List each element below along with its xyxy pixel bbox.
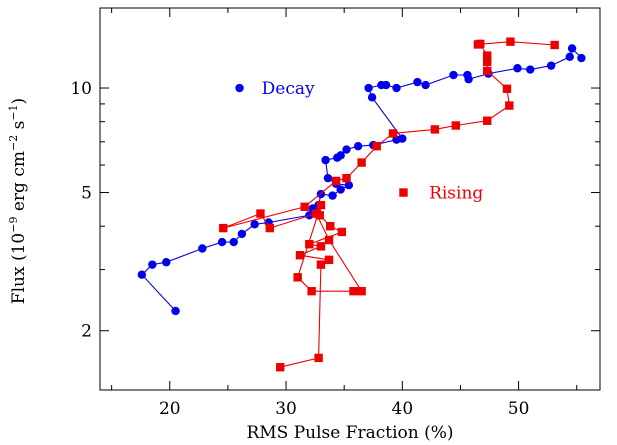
decay-point <box>449 70 458 80</box>
rising-point <box>349 286 358 296</box>
rising-point <box>324 235 334 245</box>
decay-point <box>567 44 577 53</box>
rising-point <box>502 84 512 93</box>
rising-legend-marker <box>399 188 408 197</box>
rising-point <box>316 242 326 251</box>
decay-series-line <box>141 47 582 312</box>
decay-point <box>336 151 345 160</box>
decay-point <box>392 83 401 93</box>
rising-point <box>312 209 321 218</box>
rising-point <box>372 141 381 151</box>
rising-point <box>326 221 335 231</box>
rising-point <box>295 251 305 260</box>
decay-point <box>565 52 574 62</box>
decay-point <box>137 270 147 279</box>
y-tick-label: 10 <box>70 79 92 99</box>
rising-point <box>305 239 314 249</box>
decay-point <box>162 258 171 267</box>
decay-point <box>367 93 377 102</box>
y-axis-title-exponent: −2 <box>7 135 20 151</box>
decay-point <box>323 173 333 183</box>
decay-point <box>546 61 556 70</box>
rising-point <box>331 176 341 186</box>
rising-point <box>483 66 492 76</box>
decay-point <box>364 83 373 93</box>
rising-point <box>307 286 316 296</box>
decay-point <box>336 185 345 194</box>
decay-point <box>577 53 586 63</box>
decay-point <box>381 80 391 90</box>
rising-legend-label: Rising <box>429 184 483 204</box>
decay-legend-label: Decay <box>262 79 315 99</box>
decay-point <box>353 141 363 151</box>
rising-point <box>483 51 492 60</box>
decay-point <box>526 65 535 74</box>
y-axis-title-part: s <box>9 121 29 135</box>
x-tick-label: 50 <box>508 399 530 419</box>
x-tick-label: 30 <box>275 399 297 419</box>
decay-point <box>344 180 354 190</box>
decay-point <box>513 64 522 73</box>
legend-layer: Decay Rising <box>235 79 483 204</box>
rising-point <box>473 40 483 49</box>
decay-point <box>464 75 473 84</box>
rising-point <box>337 227 347 237</box>
rising-point <box>256 209 265 218</box>
decay-legend-marker <box>235 83 244 93</box>
rising-point <box>293 273 302 282</box>
y-axis-title-part: Flux (10 <box>9 233 29 304</box>
rising-point <box>388 129 398 138</box>
y-axis-title-part: erg cm <box>9 151 29 217</box>
y-tick-label: 2 <box>81 322 92 342</box>
axes-layer: 20 30 40 50 2 5 10 <box>70 8 600 419</box>
decay-point <box>237 229 247 239</box>
rising-point <box>300 202 309 211</box>
y-axis-title-exponent: −1 <box>7 104 20 120</box>
decay-point <box>328 191 337 200</box>
rising-point <box>357 158 366 167</box>
x-tick-label: 20 <box>159 399 181 419</box>
rising-point <box>276 363 285 372</box>
rising-point <box>357 286 366 296</box>
y-axis-title-exponent: −9 <box>7 217 20 233</box>
decay-point <box>250 220 259 229</box>
rising-point <box>505 101 514 110</box>
rising-point <box>550 40 559 50</box>
rising-point <box>219 223 228 233</box>
y-tick-label: 5 <box>81 184 92 204</box>
decay-point <box>171 306 180 316</box>
plot-area-frame <box>99 7 601 391</box>
y-axis-title: Flux (10−9 erg cm−2 s−1) <box>7 98 29 304</box>
rising-point <box>451 121 461 130</box>
rising-point <box>316 260 326 269</box>
rising-point <box>483 57 492 66</box>
decay-point <box>198 244 207 253</box>
rising-point <box>506 37 515 46</box>
series-layer <box>137 37 586 372</box>
decay-point <box>413 77 422 87</box>
y-axis-title-part: ) <box>9 98 29 105</box>
rising-point <box>430 125 440 134</box>
rising-point <box>316 200 326 210</box>
rising-point <box>324 255 334 265</box>
decay-point <box>148 260 157 269</box>
rising-point <box>342 173 351 183</box>
decay-point <box>217 237 227 247</box>
rising-point <box>265 223 274 233</box>
decay-point <box>398 134 407 143</box>
decay-point <box>321 155 330 165</box>
rising-point <box>314 353 323 363</box>
decay-point <box>421 80 430 90</box>
decay-point <box>229 237 238 247</box>
decay-point <box>342 145 351 154</box>
x-tick-label: 40 <box>392 399 414 419</box>
rising-point <box>483 116 492 125</box>
x-axis-title: RMS Pulse Fraction (%) <box>246 423 453 443</box>
